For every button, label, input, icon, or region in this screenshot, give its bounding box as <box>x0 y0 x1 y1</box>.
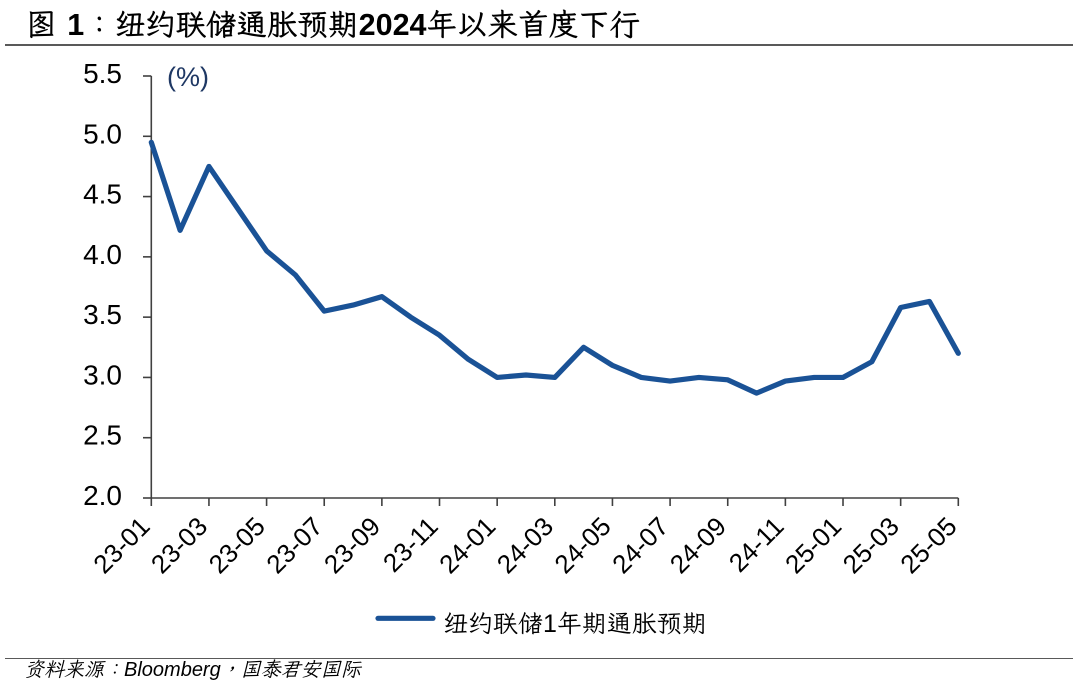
svg-text:25-01: 25-01 <box>779 511 847 579</box>
svg-text:24-01: 24-01 <box>433 511 501 579</box>
svg-text:24-11: 24-11 <box>723 511 790 578</box>
svg-text:2.0: 2.0 <box>83 480 122 511</box>
svg-text:3.5: 3.5 <box>83 299 122 330</box>
svg-text:24-05: 24-05 <box>548 511 616 579</box>
svg-text:2.5: 2.5 <box>83 420 122 451</box>
svg-text:5.0: 5.0 <box>83 118 122 149</box>
svg-text:24-03: 24-03 <box>491 511 559 579</box>
svg-text:24-09: 24-09 <box>664 511 732 579</box>
svg-text:23-01: 23-01 <box>87 511 155 579</box>
svg-text:25-03: 25-03 <box>837 511 905 579</box>
svg-text:23-05: 23-05 <box>203 511 271 579</box>
svg-text:4.0: 4.0 <box>83 239 122 270</box>
svg-text:3.0: 3.0 <box>83 359 122 390</box>
svg-text:23-09: 23-09 <box>318 511 386 579</box>
svg-text:24-07: 24-07 <box>606 511 674 579</box>
svg-text:5.5: 5.5 <box>83 58 122 89</box>
svg-text:(%): (%) <box>167 62 209 92</box>
svg-text:25-05: 25-05 <box>894 511 962 579</box>
svg-text:23-07: 23-07 <box>260 511 328 579</box>
svg-text:23-03: 23-03 <box>145 511 213 579</box>
svg-text:23-11: 23-11 <box>377 511 444 578</box>
svg-text:4.5: 4.5 <box>83 179 122 210</box>
